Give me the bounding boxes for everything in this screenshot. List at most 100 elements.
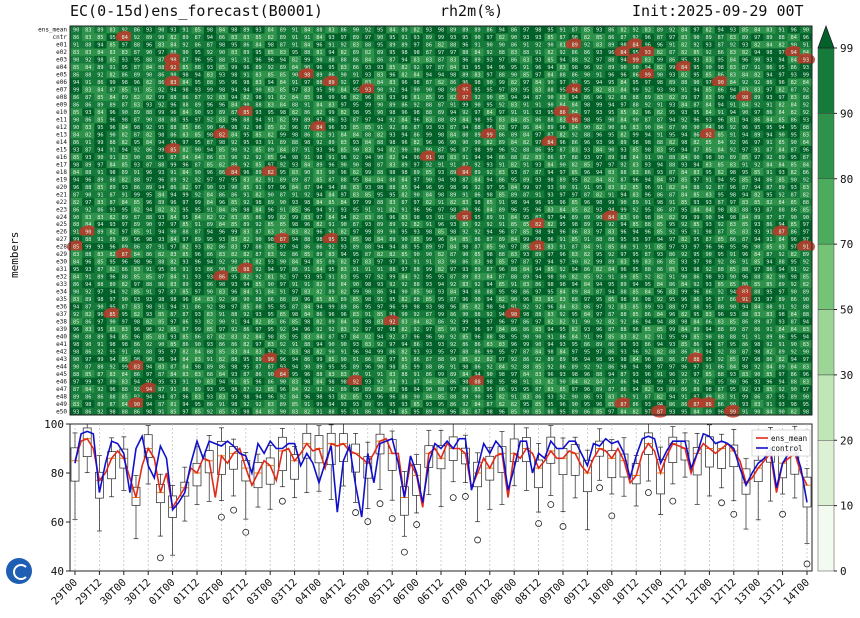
- heatmap-cell-label: 98: [547, 282, 553, 288]
- heatmap-cell-label: 96: [134, 237, 140, 243]
- heatmap-cell-label: 96: [742, 125, 748, 131]
- heatmap-cell-label: 89: [645, 95, 651, 101]
- heatmap-cell-label: 90: [791, 290, 797, 296]
- heatmap-cell-label: 84: [560, 305, 566, 311]
- heatmap-cell-label: 92: [414, 312, 420, 318]
- heatmap-cell-label: 95: [791, 125, 797, 131]
- heatmap-cell-label: 93: [547, 192, 553, 198]
- heatmap-cell-label: 88: [401, 245, 407, 251]
- heatmap-cell-label: 97: [669, 35, 675, 41]
- heatmap-cell-label: 91: [718, 110, 724, 116]
- heatmap-cell-label: 83: [134, 305, 140, 311]
- heatmap-cell-label: 98: [414, 305, 420, 311]
- heatmap-cell: [629, 48, 643, 57]
- heatmap-cell-label: 90: [122, 297, 128, 303]
- heatmap-cell-label: 88: [462, 50, 468, 56]
- heatmap-cell-label: 96: [426, 207, 432, 213]
- heatmap-cell-label: 87: [657, 35, 663, 41]
- heatmap-cell-label: 84: [73, 132, 79, 138]
- heatmap-cell-label: 93: [365, 88, 371, 94]
- heatmap-cell-label: 91: [438, 162, 444, 168]
- heatmap-cell-label: 96: [462, 297, 468, 303]
- heatmap-cell-label: 91: [791, 267, 797, 273]
- heatmap-cell-label: 91: [304, 155, 310, 161]
- heatmap-cell-label: 94: [97, 222, 103, 228]
- heatmap-cell-label: 95: [182, 207, 188, 213]
- heatmap-cell-label: 82: [547, 319, 553, 325]
- heatmap-cell-label: 85: [718, 282, 724, 288]
- heatmap-cell-label: 95: [730, 245, 736, 251]
- heatmap-cell-label: 82: [572, 162, 578, 168]
- heatmap-cell-label: 99: [182, 192, 188, 198]
- heatmap-cell-label: 92: [474, 185, 480, 191]
- heatmap-cell-label: 96: [304, 222, 310, 228]
- heatmap-cell-label: 88: [778, 207, 784, 213]
- heatmap-cell: [240, 40, 253, 49]
- heatmap-cell-label: 86: [170, 267, 176, 273]
- heatmap-cell-label: 85: [803, 207, 809, 213]
- heatmap-highlight: [164, 75, 183, 89]
- heatmap-cell-label: 99: [195, 200, 201, 206]
- heatmap-cell-label: 97: [268, 185, 274, 191]
- heatmap-cell-label: 98: [705, 155, 711, 161]
- heatmap-cell: [361, 70, 375, 79]
- heatmap-cell-label: 95: [97, 327, 103, 333]
- heatmap-cell-label: 86: [353, 305, 359, 311]
- heatmap-cell-label: 95: [693, 237, 699, 243]
- heatmap-cell-label: 83: [73, 252, 79, 258]
- heatmap-cell-label: 84: [146, 140, 152, 146]
- heatmap-cell: [544, 85, 557, 94]
- heatmap-cell-label: 96: [705, 245, 711, 251]
- heatmap-cell-label: 89: [584, 222, 590, 228]
- heatmap-cell: [447, 33, 460, 42]
- heatmap-cell: [629, 78, 643, 87]
- heatmap-cell-label: 90: [73, 118, 79, 124]
- heatmap-cell-label: 96: [693, 290, 699, 296]
- heatmap-cell-label: 86: [377, 215, 383, 221]
- heatmap-cell-label: 92: [803, 103, 809, 109]
- heatmap-cell-label: 88: [560, 73, 566, 79]
- heatmap-cell-label: 96: [401, 140, 407, 146]
- heatmap-cell-label: 92: [255, 155, 261, 161]
- heatmap-cell-label: 97: [316, 215, 322, 221]
- heatmap-cell-label: 93: [657, 305, 663, 311]
- heatmap-cell-label: 90: [414, 147, 420, 153]
- heatmap-cell-label: 92: [414, 275, 420, 281]
- heatmap-cell: [276, 78, 290, 87]
- heatmap-cell-label: 84: [365, 140, 371, 146]
- heatmap-cell-label: 97: [766, 297, 772, 303]
- heatmap-cell-label: 90: [414, 192, 420, 198]
- heatmap-cell-label: 82: [377, 252, 383, 258]
- heatmap-cell-label: 95: [474, 65, 480, 71]
- heatmap-cell-label: 84: [657, 312, 663, 318]
- heatmap-cell-label: 96: [718, 118, 724, 124]
- heatmap-cell-label: 95: [791, 260, 797, 266]
- heatmap-cell-label: 90: [754, 245, 760, 251]
- heatmap-cell-label: 98: [353, 110, 359, 116]
- heatmap-cell: [739, 85, 752, 94]
- heatmap-cell-label: 96: [535, 207, 541, 213]
- heatmap-cell-label: 84: [170, 215, 176, 221]
- heatmap-cell-label: 93: [85, 155, 91, 161]
- heatmap-cell-label: 83: [268, 230, 274, 236]
- heatmap-cell: [775, 48, 788, 57]
- heatmap-cell-label: 96: [474, 207, 480, 213]
- heatmap-cell: [130, 93, 144, 102]
- heatmap-cell-label: 95: [608, 80, 614, 86]
- heatmap-cell-label: 94: [730, 88, 736, 94]
- heatmap-cell: [374, 40, 387, 49]
- heatmap-cell: [593, 63, 606, 72]
- heatmap-cell: [94, 26, 107, 34]
- heatmap-cell-label: 89: [632, 200, 638, 206]
- heatmap-cell-label: 96: [219, 103, 225, 109]
- heatmap-cell-label: 90: [280, 260, 286, 266]
- heatmap-cell: [228, 55, 241, 64]
- heatmap-cell-label: 85: [426, 297, 432, 303]
- heatmap-cell-label: 90: [560, 185, 566, 191]
- heatmap-cell-label: 92: [803, 88, 809, 94]
- heatmap-cell-label: 90: [681, 125, 687, 131]
- heatmap-cell-label: 97: [122, 43, 128, 49]
- heatmap-cell-label: 88: [280, 297, 286, 303]
- heatmap-cell: [106, 33, 119, 42]
- heatmap-cell-label: 95: [791, 132, 797, 138]
